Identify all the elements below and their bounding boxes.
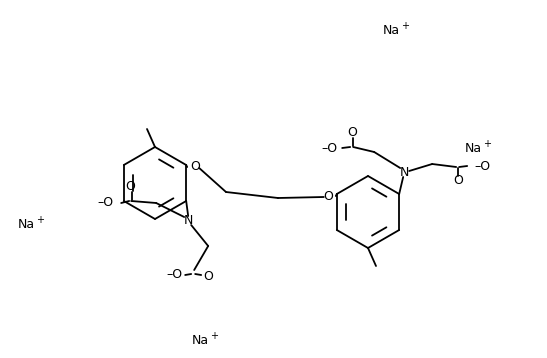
- Text: –O: –O: [474, 160, 490, 173]
- Text: Na: Na: [465, 141, 482, 155]
- Text: N: N: [183, 214, 193, 227]
- Text: Na: Na: [383, 24, 400, 37]
- Text: +: +: [401, 21, 409, 31]
- Text: O: O: [453, 174, 463, 187]
- Text: O: O: [203, 270, 213, 282]
- Text: +: +: [36, 215, 44, 225]
- Text: O: O: [125, 180, 135, 194]
- Text: Na: Na: [192, 334, 209, 347]
- Text: O: O: [190, 160, 200, 174]
- Text: O: O: [323, 189, 333, 203]
- Text: O: O: [347, 126, 357, 140]
- Text: N: N: [399, 165, 409, 179]
- Text: –O: –O: [321, 141, 337, 155]
- Text: +: +: [210, 331, 218, 341]
- Text: +: +: [483, 139, 491, 149]
- Text: Na: Na: [18, 218, 35, 231]
- Text: –O: –O: [166, 268, 182, 281]
- Text: –O: –O: [97, 197, 113, 209]
